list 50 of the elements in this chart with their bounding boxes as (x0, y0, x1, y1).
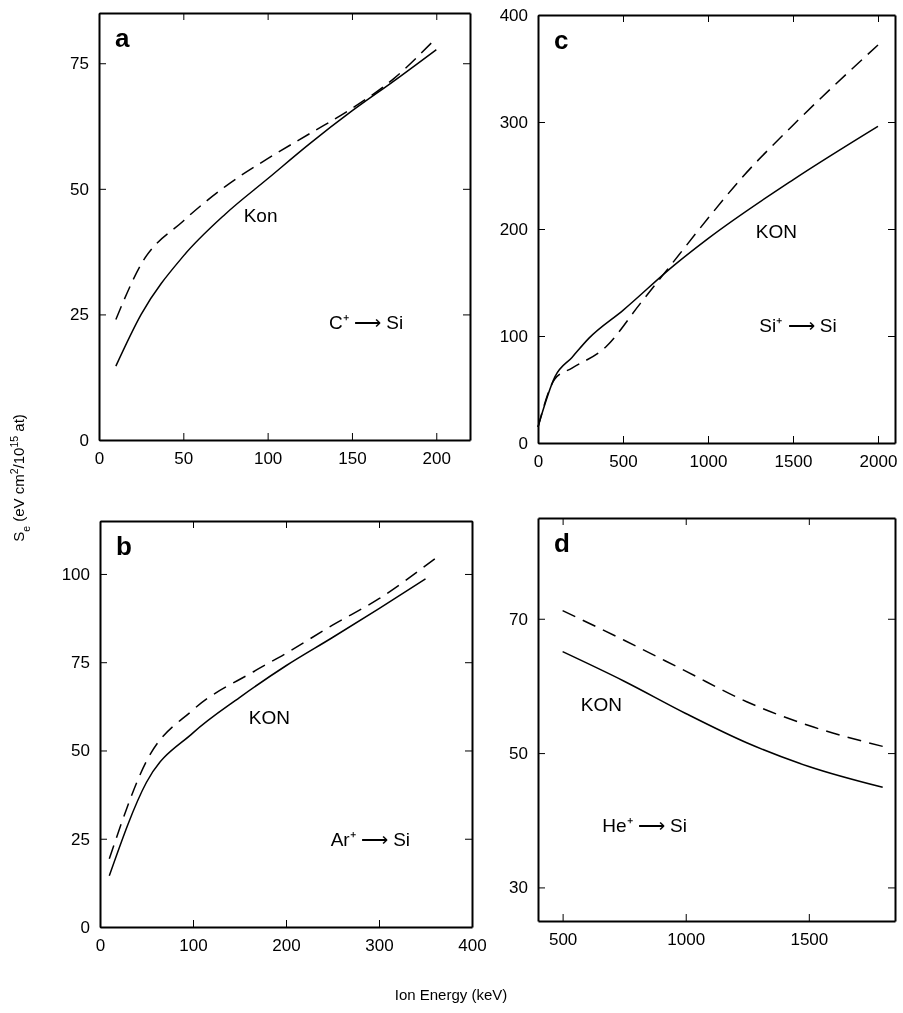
y-tick-label: 100 (61, 564, 90, 584)
x-tick-label: 500 (548, 930, 578, 950)
y-tick-label: 300 (499, 112, 528, 132)
annotation: He⁺ ⟶ Si (602, 815, 688, 837)
annotation: b (116, 531, 132, 561)
x-axis-title: Ion Energy (keV) (394, 986, 508, 1003)
x-tick-label: 0 (94, 449, 105, 469)
y-tick-label: 50 (509, 744, 528, 764)
y-tick-label: 25 (71, 829, 90, 849)
line-series (561, 650, 884, 789)
annotation: d (554, 528, 570, 558)
annotation: C⁺ ⟶ Si (329, 311, 404, 333)
y-tick-label: 100 (499, 326, 528, 346)
y-tick-label: 25 (70, 305, 89, 325)
y-tick-label: 50 (70, 179, 89, 199)
y-tick-label: 0 (80, 917, 90, 937)
x-tick-label: 0 (533, 452, 544, 472)
x-tick-label: 50 (174, 449, 194, 469)
annotation: Ar⁺ ⟶ Si (330, 828, 411, 850)
x-tick-label: 200 (272, 936, 301, 956)
x-tick-label: 100 (253, 449, 283, 469)
x-tick-label: 1500 (790, 930, 829, 950)
x-tick-label: 1000 (667, 930, 706, 950)
x-tick-label: 300 (365, 936, 394, 956)
y-tick-label: 75 (70, 54, 89, 74)
line-series (561, 609, 884, 748)
y-tick-label: 0 (518, 433, 528, 453)
x-tick-label: 0 (95, 936, 106, 956)
x-tick-label: 400 (458, 936, 487, 956)
y-tick-label: 200 (499, 219, 528, 239)
x-tick-label: 2000 (859, 452, 898, 472)
y-tick-label: 70 (509, 609, 528, 629)
x-tick-label: 1500 (774, 452, 813, 472)
annotation: a (115, 23, 130, 53)
annotation: c (554, 25, 569, 55)
x-tick-label: 1000 (689, 452, 728, 472)
series-label: Kon (243, 205, 278, 227)
x-tick-label: 200 (422, 449, 451, 469)
y-tick-label: 400 (499, 5, 528, 25)
annotation: Si⁺ ⟶ Si (759, 314, 837, 336)
x-tick-label: 150 (338, 449, 367, 469)
y-tick-label: 75 (71, 653, 90, 673)
y-tick-label: 50 (71, 741, 90, 761)
series-label: KON (580, 694, 623, 716)
series-label: KON (248, 707, 290, 728)
x-tick-label: 500 (609, 452, 638, 472)
x-tick-label: 100 (179, 936, 208, 956)
y-tick-label: 0 (79, 430, 89, 450)
series-label: KON (755, 220, 797, 242)
y-tick-label: 30 (509, 878, 528, 898)
